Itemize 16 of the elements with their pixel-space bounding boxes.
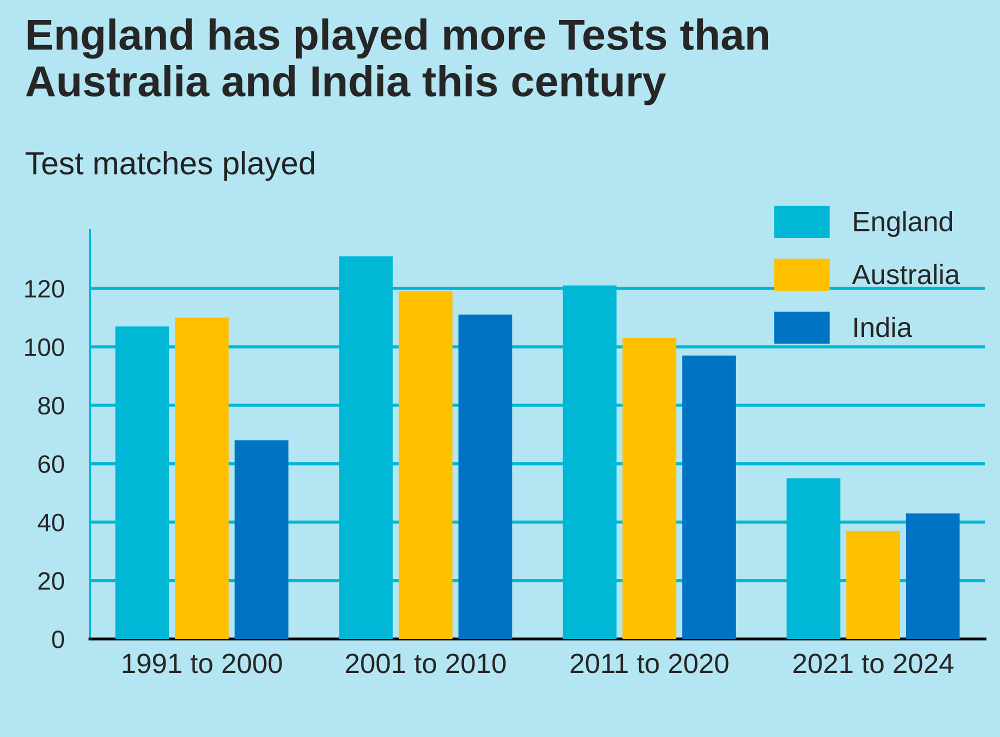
y-tick-label: 40 [38, 514, 64, 532]
chart-title: England has played more Tests than Australia and India this century [26, 18, 768, 106]
y-tick-label: 100 [25, 338, 64, 356]
y-tick-label: 20 [38, 572, 64, 590]
y-tick-label: 80 [38, 396, 64, 415]
chart-subtitle: Test matches played [26, 151, 314, 181]
x-tick-label: 2001 to 2010 [346, 654, 506, 674]
x-tick-label: 2021 to 2024 [793, 654, 954, 674]
x-tick-label: 2011 to 2020 [570, 654, 728, 674]
x-tick-label: 1991 to 2000 [122, 654, 282, 674]
y-tick-label: 0 [52, 630, 64, 648]
legend-label: England [854, 211, 952, 237]
y-tick-label: 60 [38, 455, 64, 473]
legend-label: Australia [852, 264, 960, 284]
y-tick-label: 120 [25, 280, 64, 298]
legend-label: India [854, 316, 912, 338]
